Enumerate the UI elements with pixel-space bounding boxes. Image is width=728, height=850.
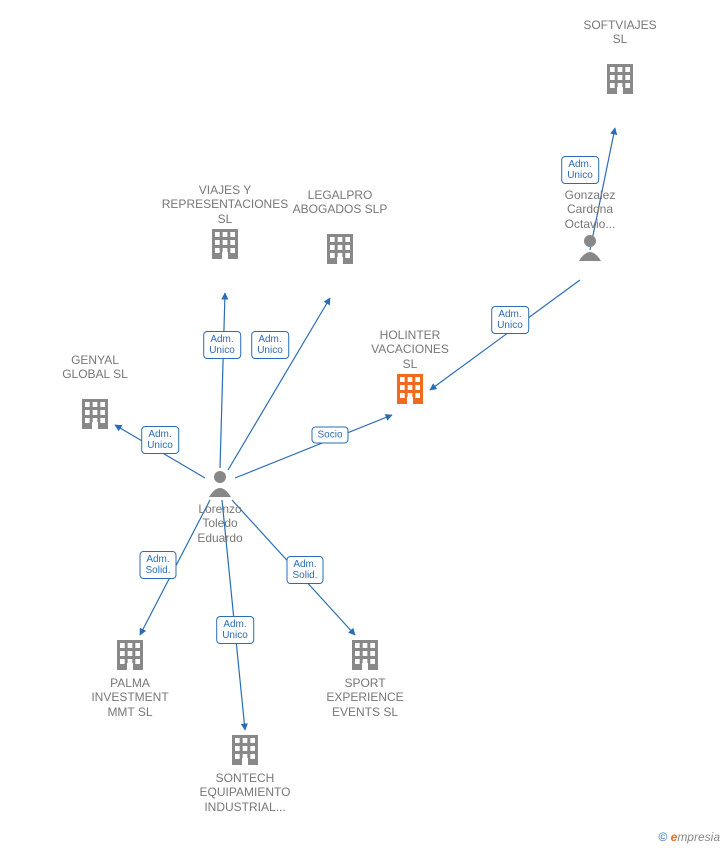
- edge-line: [235, 415, 392, 478]
- brand-rest: mpresia: [677, 830, 720, 844]
- edge-label: Socio: [311, 427, 348, 444]
- node-label: SPORT EXPERIENCE EVENTS SL: [295, 676, 435, 719]
- node-label: Lorenzo Toledo Eduardo: [150, 502, 290, 545]
- edge-label: Adm. Unico: [491, 306, 529, 334]
- edge-label: Adm. Solid.: [286, 556, 323, 584]
- building-icon[interactable]: [212, 229, 238, 259]
- node-gonzalez[interactable]: Gonzalez Cardona Octavio...: [520, 188, 660, 231]
- person-icon[interactable]: [209, 471, 231, 497]
- node-label: SONTECH EQUIPAMIENTO INDUSTRIAL...: [175, 771, 315, 814]
- edge-label: Adm. Unico: [216, 616, 254, 644]
- node-label: LEGALPRO ABOGADOS SLP: [270, 188, 410, 217]
- building-icon[interactable]: [397, 374, 423, 404]
- node-sontech[interactable]: SONTECH EQUIPAMIENTO INDUSTRIAL...: [175, 771, 315, 814]
- node-sport[interactable]: SPORT EXPERIENCE EVENTS SL: [295, 676, 435, 719]
- footer-credit: © empresia: [658, 830, 720, 844]
- edge-label: Adm. Unico: [561, 156, 599, 184]
- building-icon[interactable]: [232, 735, 258, 765]
- building-icon[interactable]: [82, 399, 108, 429]
- node-genyal[interactable]: GENYAL GLOBAL SL: [25, 353, 165, 382]
- building-icon[interactable]: [607, 64, 633, 94]
- node-label: PALMA INVESTMENT MMT SL: [60, 676, 200, 719]
- building-icon[interactable]: [117, 640, 143, 670]
- node-label: Gonzalez Cardona Octavio...: [520, 188, 660, 231]
- node-legalpro[interactable]: LEGALPRO ABOGADOS SLP: [270, 188, 410, 217]
- node-softviajes[interactable]: SOFTVIAJES SL: [550, 18, 690, 47]
- edge-line: [228, 298, 330, 470]
- node-holinter[interactable]: HOLINTER VACACIONES SL: [340, 328, 480, 371]
- diagram-canvas: [0, 0, 728, 850]
- edge-label: Adm. Unico: [203, 331, 241, 359]
- node-label: HOLINTER VACACIONES SL: [340, 328, 480, 371]
- building-icon[interactable]: [352, 640, 378, 670]
- edge-label: Adm. Unico: [141, 426, 179, 454]
- node-lorenzo[interactable]: Lorenzo Toledo Eduardo: [150, 502, 290, 545]
- node-label: SOFTVIAJES SL: [550, 18, 690, 47]
- building-icon[interactable]: [327, 234, 353, 264]
- node-palma[interactable]: PALMA INVESTMENT MMT SL: [60, 676, 200, 719]
- copyright-symbol: ©: [658, 830, 667, 844]
- edge-line: [220, 293, 225, 468]
- edge-label: Adm. Unico: [251, 331, 289, 359]
- edge-label: Adm. Solid.: [139, 551, 176, 579]
- node-label: GENYAL GLOBAL SL: [25, 353, 165, 382]
